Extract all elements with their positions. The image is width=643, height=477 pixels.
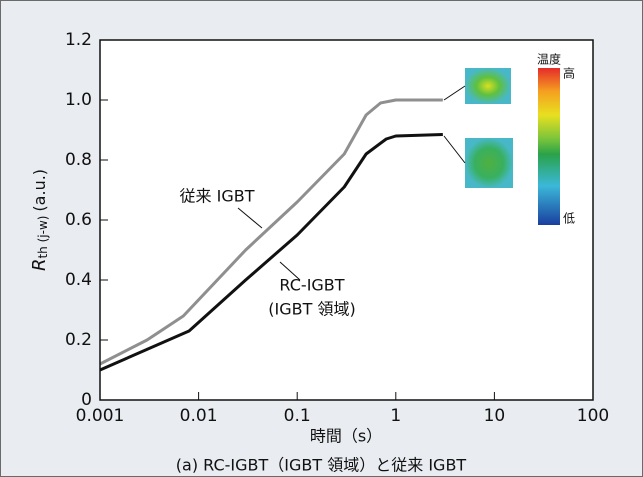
x-tick-label: 0.001 [76,406,125,426]
x-tick-label: 100 [577,406,609,426]
y-tick-label: 1.2 [65,30,92,50]
y-tick-label: 0.8 [65,150,92,170]
plot-area [100,40,593,400]
colorbar-low: 低 [563,212,575,226]
x-tick-label: 10 [484,406,506,426]
colorbar-title: 温度 [537,52,561,67]
series-label: (IGBT 領域) [268,300,355,319]
x-tick-label: 1 [390,406,401,426]
colorbar-high: 高 [563,66,575,81]
y-tick-label: 0.4 [65,270,92,290]
series-label: RC-IGBT [279,276,344,295]
y-tick-label: 1.0 [65,90,92,110]
x-tick-label: 0.01 [180,406,218,426]
series-label: 従来 IGBT [180,187,255,206]
y-label-unit: (a.u.) [30,169,49,212]
y-label-symbol: R [29,259,50,272]
page: {"chart_data": {"type": "line", "caption… [0,0,643,477]
y-tick-label: 0.6 [65,210,92,230]
colorbar [538,68,560,225]
x-axis-label: 時間（s） [310,427,382,446]
chart: 温度 高 低 従来 IGBT RC-IGBT (IGBT 領域) 時間（s） R… [0,0,643,477]
heatmap-thumb [465,138,513,188]
heatmap-thumb [465,68,511,104]
y-label-sub: th (j-w) [36,216,50,259]
y-tick-label: 0.2 [65,330,92,350]
x-tick-label: 0.1 [284,406,311,426]
caption: (a) RC-IGBT（IGBT 領域）と従来 IGBT [176,456,467,475]
